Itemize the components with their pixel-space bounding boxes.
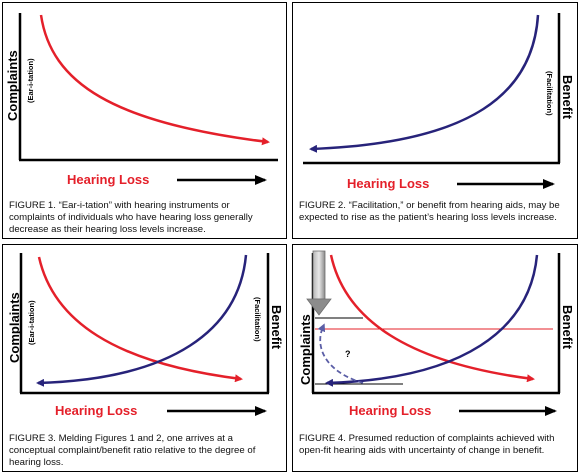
x-axis-title: Hearing Loss	[67, 172, 149, 187]
x-axis-title: Hearing Loss	[349, 403, 431, 418]
y-axis-title: Benefit	[560, 75, 575, 120]
figure-caption: FIGURE 2. “Facilitation,” or benefit fro…	[299, 200, 560, 223]
y-axis-title-right: Benefit	[269, 305, 284, 350]
benefit-curve	[325, 254, 539, 387]
figure-3-diagram: Complaints (Ear-i-tation) Benefit (Facil…	[7, 253, 284, 418]
uncertain-benefit-dashed-arrow	[317, 323, 364, 384]
figure-caption: FIGURE 1. “Ear-i-tation” with hearing in…	[9, 200, 253, 235]
complaints-curve	[329, 254, 535, 383]
down-arrow-icon	[306, 250, 332, 316]
y-axis-title-left: Complaints	[298, 314, 313, 385]
y-axis-subtitle-right: (Facilitation)	[253, 297, 262, 342]
y-axis-title: Complaints	[5, 50, 20, 121]
complaints-curve	[37, 256, 243, 383]
benefit-curve	[36, 254, 248, 387]
x-axis-title: Hearing Loss	[347, 176, 429, 191]
figure-caption: FIGURE 4. Presumed reduction of complain…	[299, 433, 555, 456]
figure-1-diagram: Complaints (Ear-i-tation) Hearing Loss	[5, 13, 278, 187]
figure-3-panel: Complaints (Ear-i-tation) Benefit (Facil…	[2, 244, 287, 472]
figure-caption: FIGURE 3. Melding Figures 1 and 2, one a…	[9, 433, 256, 468]
figure-2-diagram: Benefit (Facilitation) Hearing Loss	[303, 13, 575, 191]
y-axis-subtitle-left: (Ear-i-tation)	[27, 300, 36, 345]
figure-1-panel: Complaints (Ear-i-tation) Hearing Loss F…	[2, 2, 287, 239]
y-axis-title-right: Benefit	[560, 305, 575, 350]
y-axis-title-left: Complaints	[7, 292, 22, 363]
figure-2-panel: Benefit (Facilitation) Hearing Loss FIGU…	[292, 2, 578, 239]
benefit-curve	[309, 14, 540, 153]
figure-4-panel: ? Complaints Benefit Hearing Loss FIGURE…	[292, 244, 578, 472]
question-mark: ?	[345, 349, 351, 359]
figure-4-diagram: ? Complaints Benefit Hearing Loss	[298, 250, 575, 418]
complaints-curve	[39, 14, 270, 146]
x-axis-title: Hearing Loss	[55, 403, 137, 418]
y-axis-subtitle: (Ear-i-tation)	[26, 58, 35, 103]
y-axis-subtitle: (Facilitation)	[545, 71, 554, 116]
